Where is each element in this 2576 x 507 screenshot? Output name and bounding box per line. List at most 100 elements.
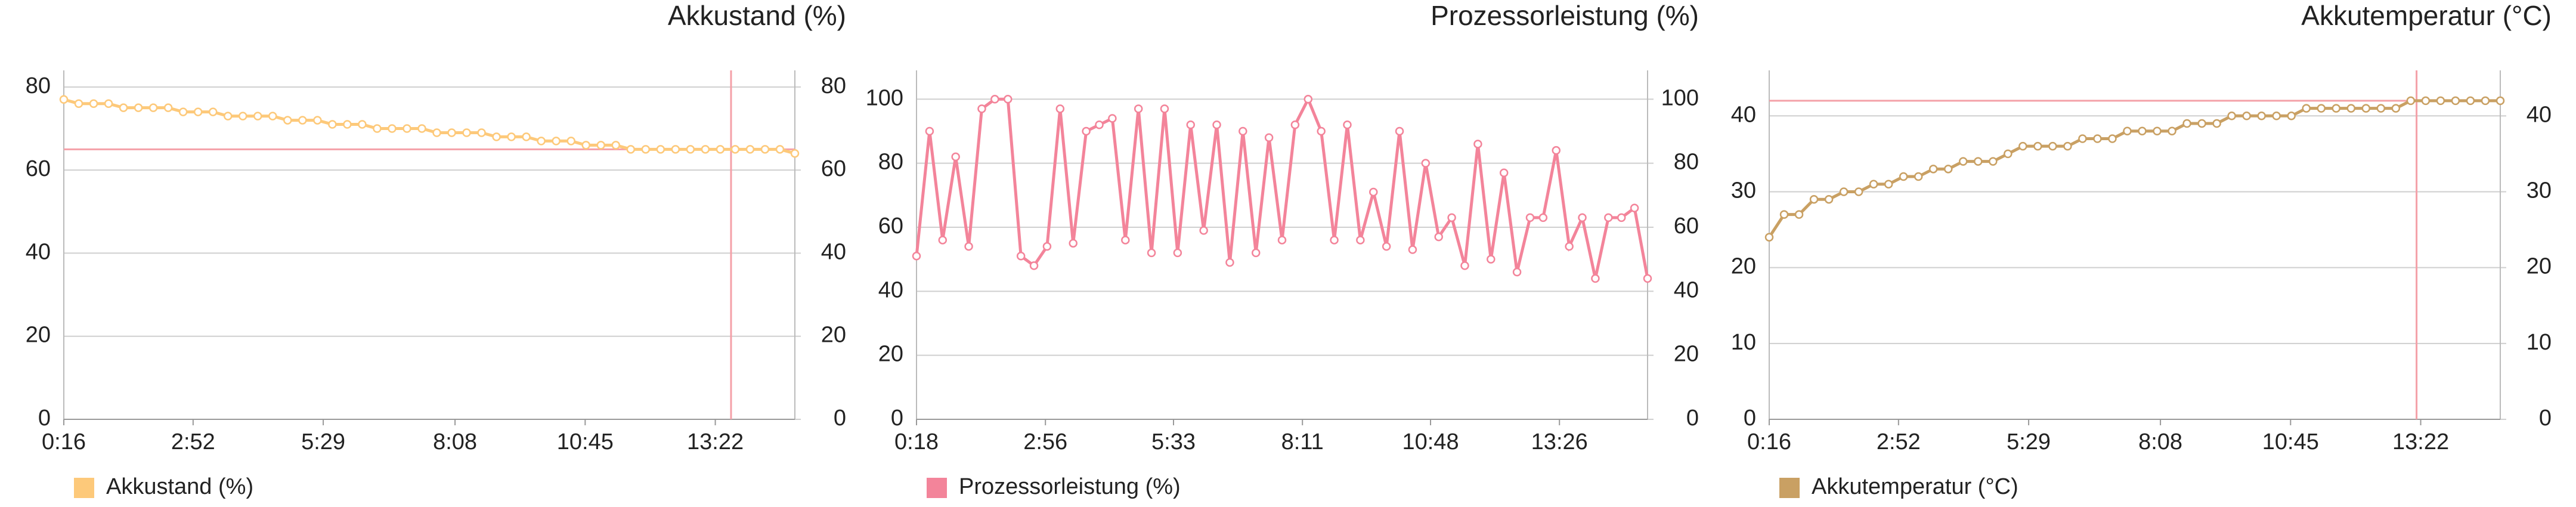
data-point bbox=[775, 145, 785, 154]
x-tick-label: 10:45 bbox=[2262, 429, 2319, 455]
data-point bbox=[1029, 261, 1039, 270]
data-point bbox=[2481, 96, 2490, 106]
data-point bbox=[298, 116, 307, 125]
data-point bbox=[977, 104, 986, 113]
data-point bbox=[328, 120, 337, 129]
data-point bbox=[2004, 149, 2012, 159]
data-point bbox=[1108, 114, 1117, 123]
data-point bbox=[447, 128, 456, 137]
data-point bbox=[1173, 248, 1182, 258]
data-point bbox=[1369, 187, 1378, 197]
data-point bbox=[2242, 112, 2251, 120]
y2-tick-label: 60 bbox=[1674, 214, 1699, 239]
data-point bbox=[2197, 119, 2206, 128]
data-point bbox=[1499, 168, 1509, 177]
data-point bbox=[59, 95, 69, 104]
data-point bbox=[402, 124, 411, 133]
data-point bbox=[1343, 120, 1352, 129]
data-point bbox=[2078, 134, 2087, 143]
data-point bbox=[951, 152, 960, 162]
data-point bbox=[2033, 141, 2042, 151]
data-point bbox=[1630, 203, 1639, 213]
data-point bbox=[1095, 120, 1104, 129]
data-point bbox=[1382, 242, 1391, 251]
y-tick-label: 60 bbox=[26, 156, 51, 181]
x-tick-label: 13:26 bbox=[1531, 429, 1588, 455]
data-point bbox=[2496, 96, 2505, 106]
data-point bbox=[148, 103, 158, 112]
y2-tick-label: 60 bbox=[821, 156, 846, 181]
data-point bbox=[343, 120, 352, 129]
data-point bbox=[373, 124, 382, 133]
data-point bbox=[1779, 210, 1789, 219]
data-point bbox=[626, 145, 636, 154]
chart-title: Prozessorleistung (%) bbox=[1431, 0, 1699, 31]
data-point bbox=[2227, 112, 2236, 120]
data-point bbox=[1121, 236, 1130, 245]
data-point bbox=[1004, 95, 1013, 104]
legend-label: Prozessorleistung (%) bbox=[959, 474, 1181, 499]
data-point bbox=[1186, 120, 1195, 129]
data-point bbox=[1199, 226, 1208, 235]
data-point bbox=[1055, 104, 1065, 113]
x-tick-label: 5:29 bbox=[2007, 429, 2051, 455]
data-point bbox=[701, 145, 710, 154]
data-point bbox=[1565, 242, 1574, 251]
data-point bbox=[2138, 126, 2147, 135]
data-point bbox=[1617, 213, 1626, 222]
x-tick-label: 2:52 bbox=[171, 429, 215, 455]
data-point bbox=[193, 107, 203, 116]
chart-title: Akkutemperatur (°C) bbox=[2301, 0, 2552, 31]
data-point bbox=[2212, 119, 2221, 128]
data-point bbox=[1525, 213, 1535, 222]
data-point bbox=[1473, 140, 1482, 149]
data-point bbox=[1487, 255, 1496, 264]
y2-tick-label: 40 bbox=[2527, 102, 2552, 127]
data-point bbox=[1069, 239, 1078, 248]
data-point bbox=[2048, 141, 2057, 151]
data-point bbox=[790, 149, 800, 158]
data-point bbox=[2123, 126, 2132, 135]
series-line bbox=[1767, 99, 2500, 239]
x-tick-label: 5:33 bbox=[1151, 429, 1196, 455]
data-point bbox=[1042, 242, 1052, 251]
data-point bbox=[1408, 245, 1417, 254]
data-point bbox=[1290, 120, 1300, 129]
series-line bbox=[915, 95, 1649, 279]
data-point bbox=[1212, 120, 1221, 129]
data-point bbox=[2376, 104, 2386, 113]
data-point bbox=[1974, 157, 1983, 166]
data-point bbox=[1538, 213, 1548, 222]
y-tick-label: 20 bbox=[26, 323, 51, 348]
data-point bbox=[938, 236, 948, 245]
data-point bbox=[1251, 248, 1261, 258]
data-point bbox=[283, 116, 292, 125]
data-point bbox=[537, 137, 546, 146]
y-tick-label: 40 bbox=[26, 239, 51, 264]
data-point bbox=[1552, 146, 1561, 155]
data-point bbox=[1591, 274, 1600, 283]
y-tick-label: 80 bbox=[878, 150, 903, 175]
y-tick-label: 80 bbox=[26, 73, 51, 98]
data-point bbox=[1794, 210, 1804, 219]
y-tick-label: 10 bbox=[1731, 330, 1756, 355]
data-point bbox=[730, 145, 740, 154]
data-point bbox=[1928, 165, 1938, 174]
data-point bbox=[1016, 252, 1026, 261]
y-tick-label: 0 bbox=[891, 406, 903, 431]
data-point bbox=[1264, 133, 1274, 142]
data-point bbox=[2257, 112, 2266, 120]
legend-label: Akkustand (%) bbox=[106, 474, 253, 499]
data-point bbox=[2391, 104, 2401, 113]
data-point bbox=[1943, 165, 1953, 174]
data-point bbox=[313, 116, 322, 125]
data-point bbox=[1304, 95, 1313, 104]
x-tick-label: 10:48 bbox=[1402, 429, 1459, 455]
x-tick-label: 0:18 bbox=[894, 429, 939, 455]
data-point bbox=[1134, 104, 1143, 113]
data-point bbox=[358, 120, 367, 129]
data-point bbox=[716, 145, 725, 154]
y2-tick-label: 80 bbox=[821, 73, 846, 98]
data-point bbox=[208, 107, 218, 116]
data-point bbox=[2108, 134, 2117, 143]
